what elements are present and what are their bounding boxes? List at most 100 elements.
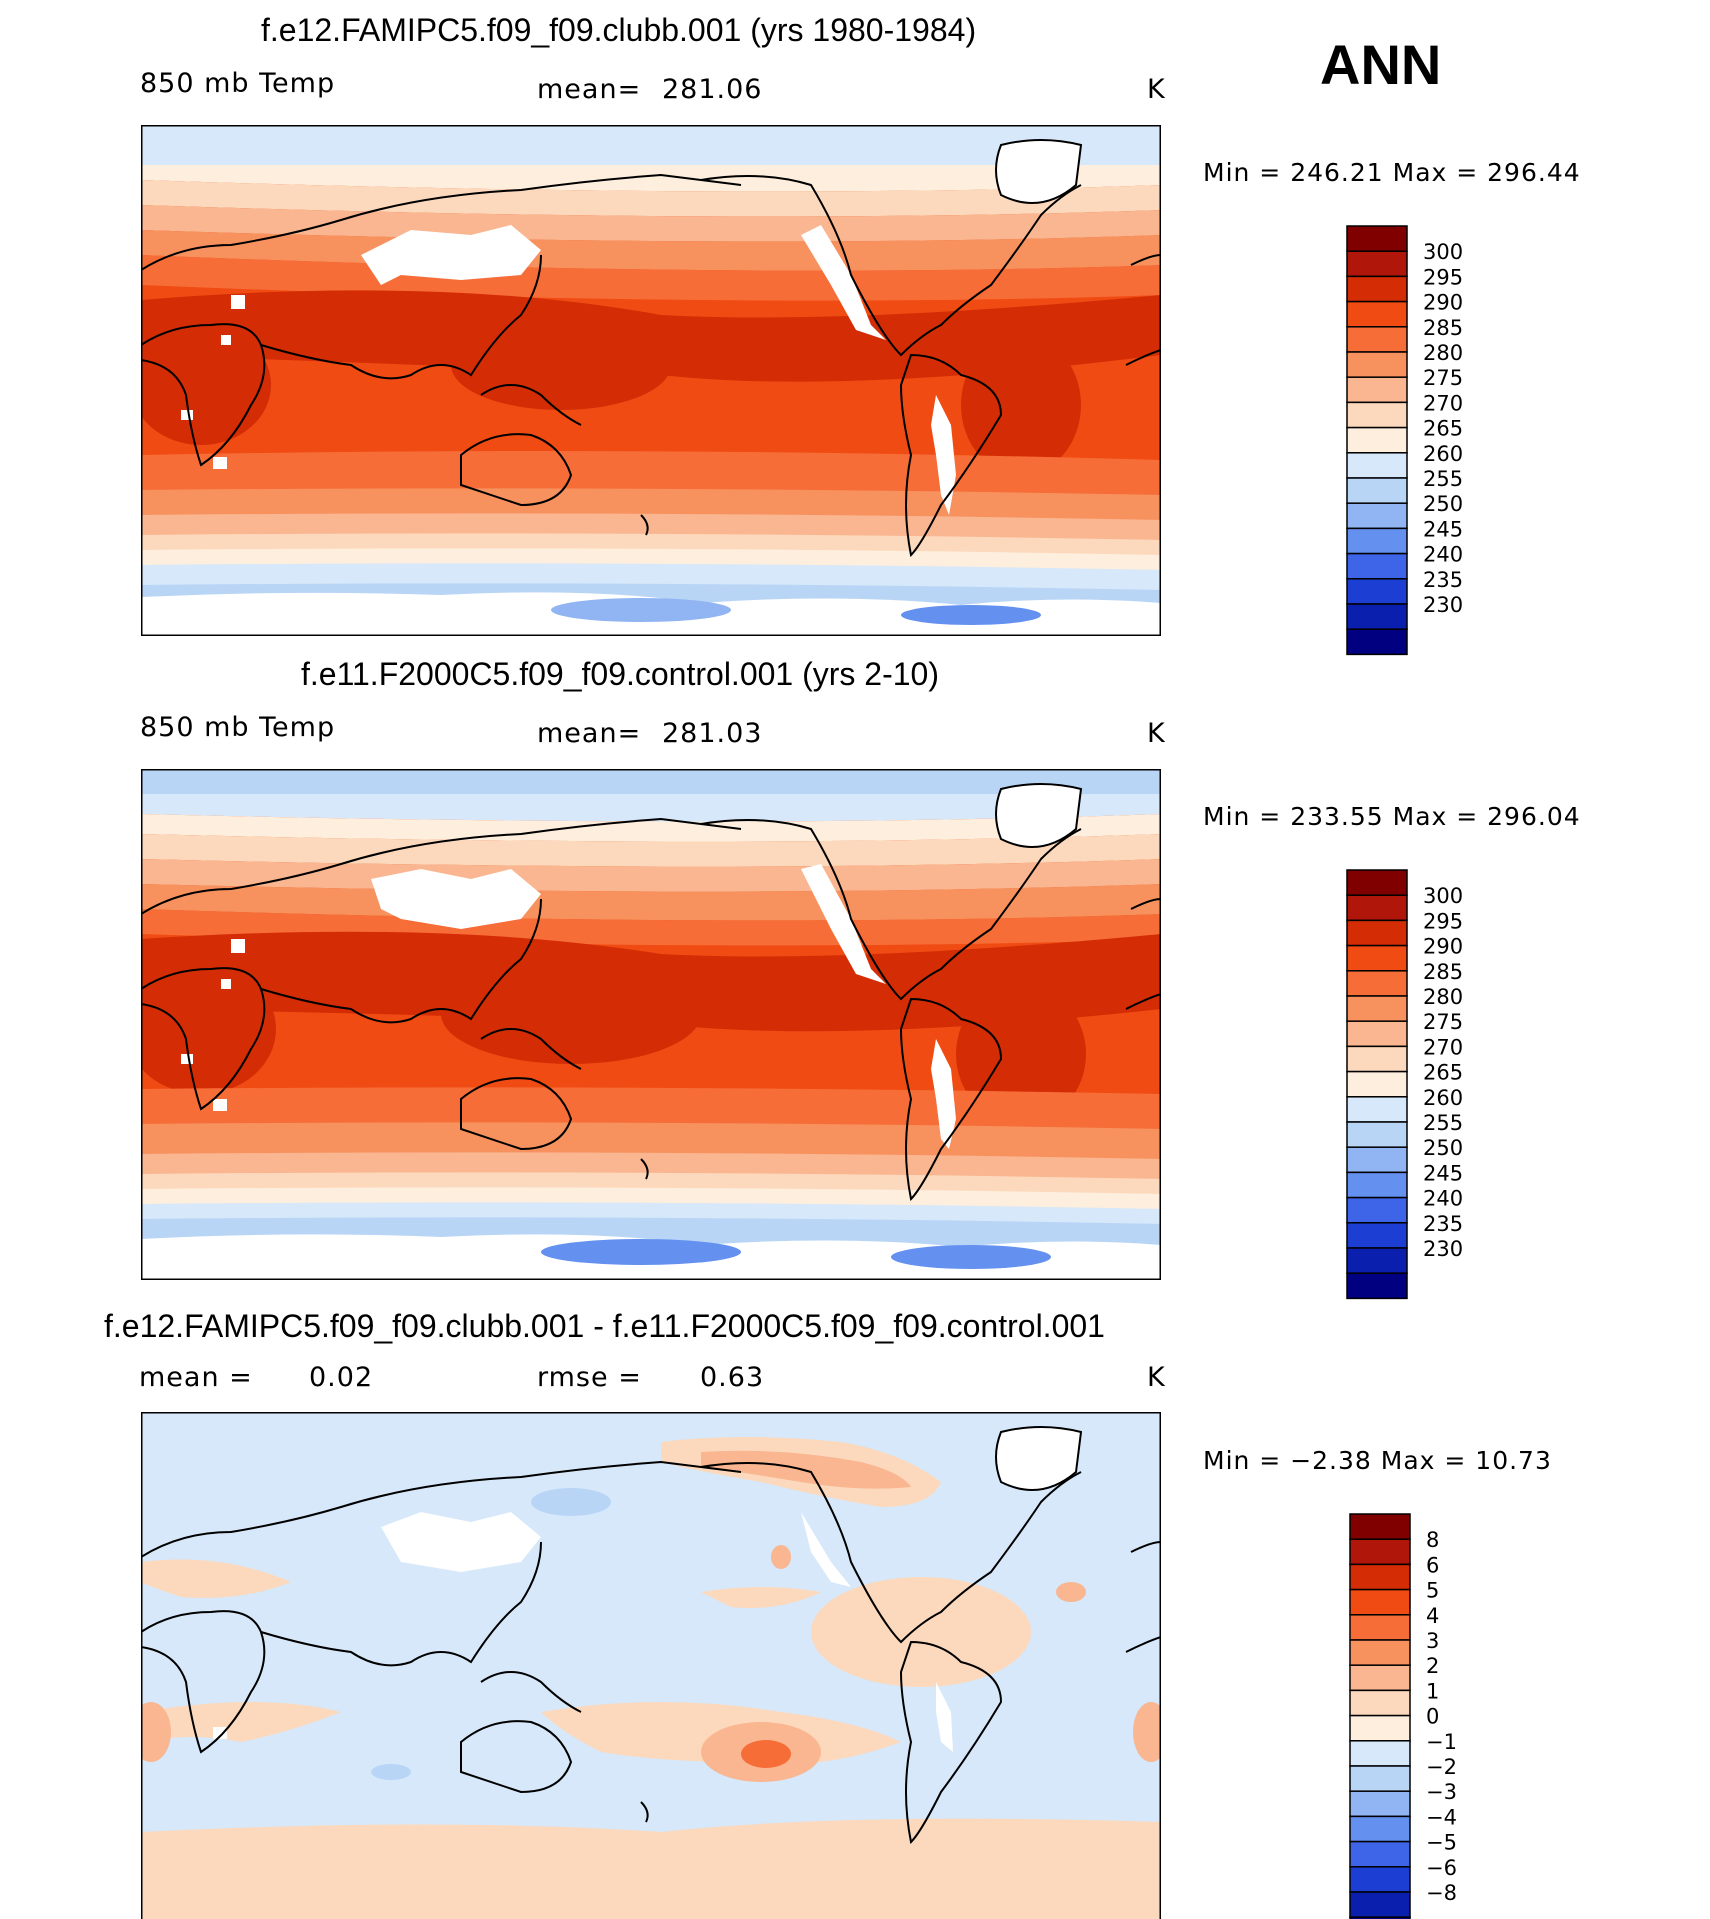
- panel-2-colorbar-label: 270: [1423, 1035, 1463, 1059]
- panel-3-colorbar-box: [1349, 1714, 1411, 1742]
- panel-1-colorbar-label: 240: [1423, 543, 1463, 567]
- panel-3-colorbar-box: [1349, 1639, 1411, 1666]
- panel-2-colorbar-box: [1346, 1121, 1408, 1148]
- panel-2-mean-value: 281.03: [662, 718, 763, 749]
- panel-2-colorbar-box: [1346, 995, 1408, 1022]
- panel-1-colorbar-box: [1346, 527, 1408, 555]
- panel-2-colorbar-label: 260: [1423, 1086, 1463, 1110]
- panel-2-colorbar-box: [1346, 1096, 1408, 1123]
- panel-3-units: K: [1147, 1362, 1166, 1393]
- panel-1-colorbar-label: 230: [1423, 593, 1463, 617]
- panel-1-colorbar-box: [1346, 326, 1408, 353]
- panel-2-colorbar-label: 290: [1423, 935, 1463, 959]
- panel-2-colorbar-box: [1346, 944, 1408, 972]
- panel-1-mean-value: 281.06: [662, 74, 763, 105]
- panel-1-colorbar-box: [1346, 452, 1408, 479]
- panel-3-map: [141, 1412, 1161, 1919]
- panel-1-colorbar-label: 250: [1423, 492, 1463, 516]
- panel-1-colorbar-label: 280: [1423, 341, 1463, 365]
- panel-1-colorbar-box: [1346, 401, 1408, 429]
- panel-2-colorbar-label: 240: [1423, 1187, 1463, 1211]
- panel-3-colorbar-box: [1349, 1689, 1411, 1717]
- panel-2-colorbar-label: 285: [1423, 960, 1463, 984]
- panel-3-colorbar-label: 5: [1426, 1579, 1439, 1603]
- panel-1-mean-label: mean=: [537, 74, 642, 105]
- panel-1-colorbar-box: [1346, 426, 1408, 454]
- panel-2-colorbar-box: [1346, 1020, 1408, 1048]
- panel-1-units: K: [1147, 74, 1166, 105]
- panel-3-rmse-label: rmse =: [537, 1362, 642, 1393]
- panel-3-rmse-value: 0.63: [700, 1362, 765, 1393]
- panel-1-map: [141, 125, 1161, 636]
- panel-3-colorbar-box: [1349, 1790, 1411, 1818]
- panel-3-colorbar-label: −6: [1426, 1856, 1457, 1880]
- panel-1-colorbar-label: 295: [1423, 265, 1463, 289]
- panel-2-colorbar-label: 280: [1423, 985, 1463, 1009]
- panel-1-colorbar-label: 290: [1423, 291, 1463, 315]
- panel-1-min-max: Min = 246.21 Max = 296.44: [1203, 158, 1581, 187]
- panel-2-colorbar-box: [1346, 894, 1408, 922]
- panel-1-colorbar-label: 275: [1423, 366, 1463, 390]
- panel-3-colorbar-box: [1349, 1740, 1411, 1767]
- panel-3-colorbar-box: [1349, 1916, 1411, 1919]
- panel-1-colorbar-label: 245: [1423, 517, 1463, 541]
- panel-2-colorbar-box: [1346, 1070, 1408, 1098]
- panel-1-colorbar-box: [1346, 603, 1408, 630]
- panel-2-mean-label: mean=: [537, 718, 642, 749]
- panel-1-colorbar-label: 265: [1423, 417, 1463, 441]
- panel-1-colorbar-label: 285: [1423, 316, 1463, 340]
- panel-2-colorbar-label: 250: [1423, 1136, 1463, 1160]
- panel-3-colorbar-label: 3: [1426, 1629, 1439, 1653]
- panel-1-colorbar-box: [1346, 225, 1408, 252]
- panel-1-variable: 850 mb Temp: [140, 68, 336, 99]
- panel-2-colorbar-label: 245: [1423, 1161, 1463, 1185]
- panel-2-colorbar-label: 300: [1423, 884, 1463, 908]
- panel-3-colorbar-label: −5: [1426, 1831, 1457, 1855]
- panel-3-colorbar-box: [1349, 1866, 1411, 1893]
- panel-1-colorbar-box: [1346, 552, 1408, 580]
- panel-2-min-max: Min = 233.55 Max = 296.04: [1203, 802, 1581, 831]
- panel-1-colorbar-box: [1346, 300, 1408, 328]
- panel-3-colorbar-box: [1349, 1563, 1411, 1591]
- panel-1-colorbar-label: 300: [1423, 240, 1463, 264]
- season-label: ANN: [1320, 33, 1442, 96]
- panel-3-colorbar-box: [1349, 1664, 1411, 1692]
- panel-1-colorbar-box: [1346, 628, 1408, 656]
- panel-3-colorbar-label: 0: [1426, 1705, 1439, 1729]
- panel-1-colorbar-label: 255: [1423, 467, 1463, 491]
- panel-1-colorbar-box: [1346, 477, 1408, 504]
- panel-3-colorbar-label: 8: [1426, 1528, 1439, 1552]
- panel-3-colorbar-box: [1349, 1588, 1411, 1616]
- panel-2-colorbar-label: 275: [1423, 1010, 1463, 1034]
- panel-1-colorbar-box: [1346, 275, 1408, 303]
- panel-3-colorbar-label: 4: [1426, 1604, 1439, 1628]
- panel-2-units: K: [1147, 718, 1166, 749]
- panel-3-colorbar-box: [1349, 1765, 1411, 1792]
- panel-3-colorbar-label: 2: [1426, 1654, 1439, 1678]
- panel-2-title: f.e11.F2000C5.f09_f09.control.001 (yrs 2…: [301, 656, 939, 692]
- panel-2-colorbar-box: [1346, 970, 1408, 997]
- panel-3-title: f.e12.FAMIPC5.f09_f09.clubb.001 - f.e11.…: [104, 1308, 1105, 1344]
- panel-3-colorbar-label: −1: [1426, 1730, 1457, 1754]
- panel-1-colorbar-label: 235: [1423, 568, 1463, 592]
- panel-2-colorbar-label: 255: [1423, 1111, 1463, 1135]
- panel-1-title: f.e12.FAMIPC5.f09_f09.clubb.001 (yrs 198…: [261, 12, 977, 48]
- panel-1-colorbar: 300 295 290 285 280 275 270 265 260 255 250 245 240 2…: [1346, 225, 1463, 656]
- panel-3-colorbar-box: [1349, 1815, 1411, 1843]
- panel-2-colorbar-box: [1346, 919, 1408, 947]
- panel-2-colorbar-label: 230: [1423, 1237, 1463, 1261]
- panel-1-colorbar-label: 270: [1423, 391, 1463, 415]
- panel-2-colorbar-box: [1346, 1272, 1408, 1300]
- panel-3-colorbar-box: [1349, 1840, 1411, 1868]
- panel-1-colorbar-box: [1346, 578, 1408, 605]
- panel-3-colorbar-label: −2: [1426, 1755, 1457, 1779]
- panel-3-min-max: Min = −2.38 Max = 10.73: [1203, 1446, 1552, 1475]
- panel-2-variable: 850 mb Temp: [140, 712, 336, 743]
- panel-1-colorbar-box: [1346, 502, 1408, 530]
- panel-2-colorbar-label: 235: [1423, 1212, 1463, 1236]
- panel-2-map: [141, 769, 1161, 1280]
- panel-3-colorbar-label: −4: [1426, 1805, 1457, 1829]
- panel-2-colorbar-box: [1346, 1171, 1408, 1199]
- panel-2-colorbar-label: 295: [1423, 909, 1463, 933]
